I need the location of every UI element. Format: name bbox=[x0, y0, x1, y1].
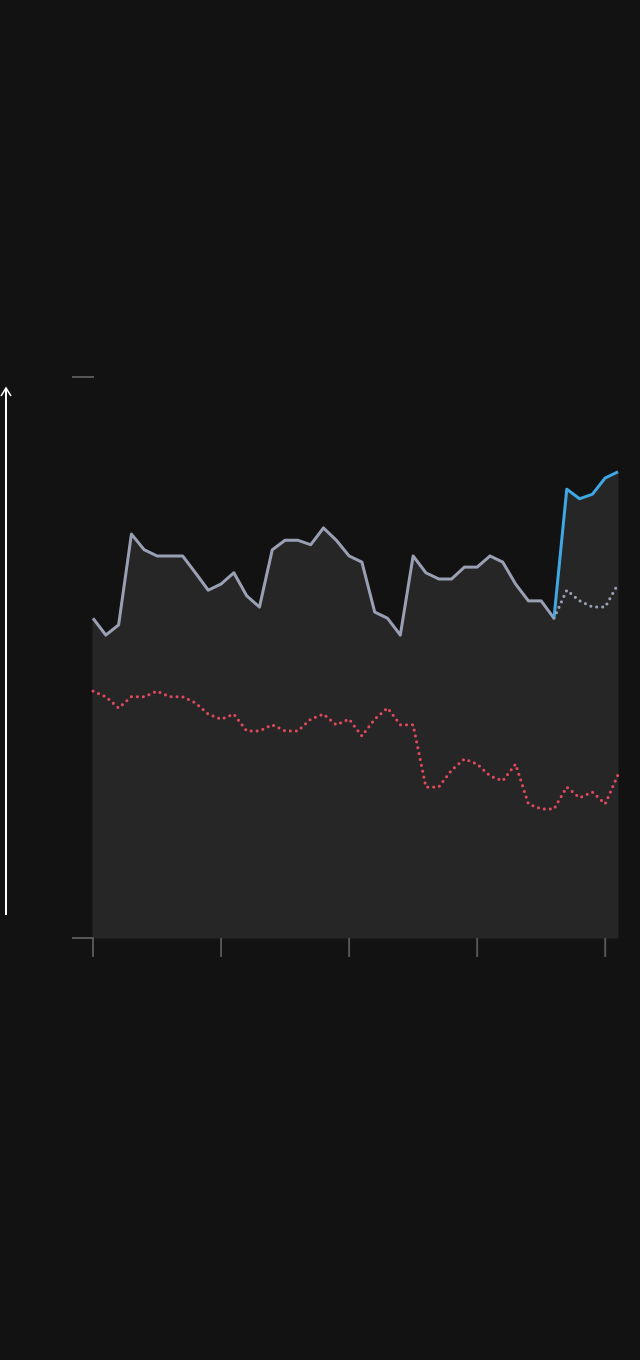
axis-arrowhead bbox=[0, 386, 12, 397]
line bbox=[91, 526, 556, 637]
area bbox=[92, 527, 555, 939]
area-layer bbox=[92, 471, 619, 939]
line bbox=[552, 582, 620, 620]
area bbox=[553, 471, 619, 939]
line bbox=[552, 470, 619, 619]
